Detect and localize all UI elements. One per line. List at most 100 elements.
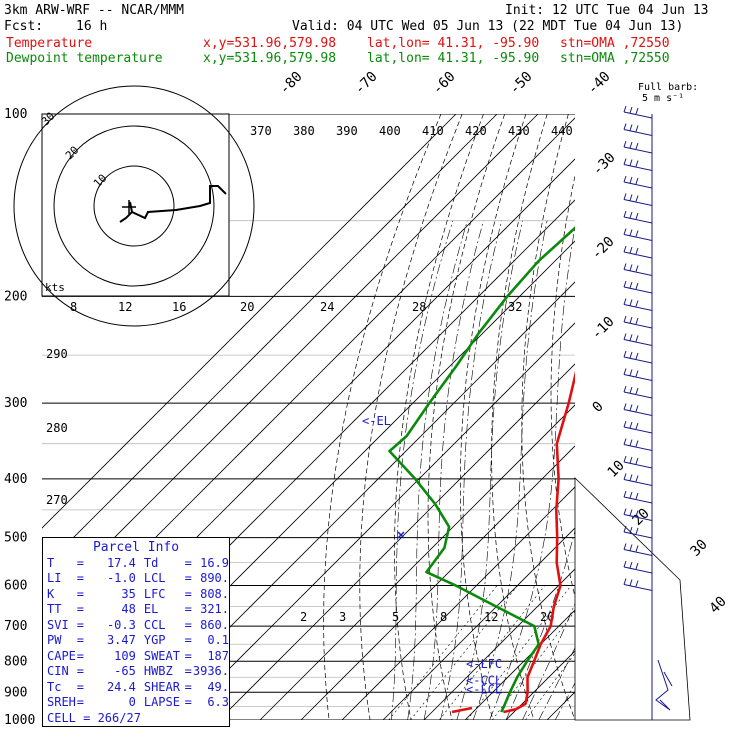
parcel-value: -0.3 bbox=[106, 617, 136, 632]
parcel-key: SVI bbox=[47, 617, 69, 632]
isotherm-label: -30 bbox=[590, 150, 619, 179]
forecast-hour: 16 h bbox=[76, 19, 108, 34]
level-annotation: <-LCL bbox=[466, 682, 502, 696]
theta-label: 390 bbox=[336, 124, 358, 138]
parcel-key: Tc bbox=[47, 679, 62, 694]
parcel-value: 3.47 bbox=[106, 633, 136, 647]
parcel-row: CIN = -65 HWBZ = 3936. bbox=[43, 664, 229, 680]
isotherm-label: 40 bbox=[707, 594, 730, 617]
parcel-key: PW bbox=[47, 633, 62, 647]
isotherm bbox=[464, 609, 575, 720]
pressure-label: 700 bbox=[4, 619, 27, 634]
isotherm bbox=[629, 114, 740, 720]
moist-adiabat bbox=[505, 529, 575, 720]
parcel-value: 3936. bbox=[192, 664, 229, 678]
isotherm-label: -50 bbox=[507, 69, 536, 98]
parcel-equals: = bbox=[76, 571, 84, 585]
dry-adiabat bbox=[733, 114, 740, 720]
parcel-key: HWBZ bbox=[143, 664, 173, 678]
isotherm bbox=[546, 691, 575, 720]
isotherm bbox=[505, 650, 575, 720]
parcel-equals: = bbox=[184, 695, 192, 709]
isotherm-label: -70 bbox=[352, 69, 381, 98]
dewpoint-station: stn=OMA ,72550 bbox=[560, 51, 670, 66]
wind-barb bbox=[623, 473, 653, 486]
mixing-ratio-line bbox=[439, 585, 546, 720]
wind-barb bbox=[623, 543, 653, 556]
dry-adiabat bbox=[685, 114, 740, 720]
barb-legend-line2: 5 m s⁻¹ bbox=[642, 93, 685, 104]
parcel-equals: = bbox=[76, 555, 84, 570]
parcel-key: EL bbox=[143, 602, 159, 616]
mixing-ratio-label: 2 bbox=[300, 610, 307, 624]
wind-barb bbox=[623, 350, 653, 364]
dewpoint-trace bbox=[388, 226, 575, 713]
lower-right-frame bbox=[574, 477, 691, 721]
parcel-key: SREH bbox=[47, 695, 76, 709]
level-annotation: <-LFC bbox=[466, 657, 502, 671]
isotherm bbox=[382, 527, 575, 720]
wind-barb bbox=[623, 210, 653, 224]
pressure-label: 900 bbox=[4, 685, 27, 700]
parcel-equals: = bbox=[76, 648, 84, 663]
wind-barb bbox=[623, 263, 653, 276]
parcel-cell: CELL = 266/27 bbox=[47, 710, 141, 725]
parcel-equals: = bbox=[76, 617, 84, 632]
pressure-label: 200 bbox=[4, 289, 27, 304]
isotherm bbox=[300, 445, 575, 720]
hodograph-storm-motion bbox=[122, 200, 136, 214]
isotherm-label: 0 bbox=[590, 399, 607, 416]
wind-barbs bbox=[623, 105, 673, 720]
moist-adiabat bbox=[440, 220, 502, 720]
pressure-label: 300 bbox=[4, 396, 27, 411]
parcel-key: T bbox=[47, 555, 55, 570]
level-annotation: <-CCL bbox=[466, 673, 502, 687]
isotherm bbox=[423, 568, 575, 720]
parcel-value: 48 bbox=[121, 602, 136, 616]
isotherm-label: -60 bbox=[430, 69, 459, 98]
model-title: 3km ARW-WRF -- NCAR/MMM bbox=[4, 3, 185, 18]
wind-barb bbox=[623, 105, 653, 119]
parcel-key: LAPSE bbox=[143, 695, 180, 709]
parcel-key: YGP bbox=[143, 633, 166, 647]
parcel-info-title: Parcel Info bbox=[92, 540, 180, 555]
wind-barb bbox=[623, 525, 653, 539]
isotherm bbox=[42, 114, 457, 529]
wind-barb bbox=[623, 140, 653, 154]
parcel-key: LI bbox=[47, 571, 62, 585]
parcel-value: 808. bbox=[200, 586, 229, 601]
hodograph-ring bbox=[53, 125, 215, 287]
theta-label: 380 bbox=[293, 124, 315, 138]
parcel-value: 35 bbox=[121, 586, 136, 601]
isotherm bbox=[42, 114, 498, 570]
isotherm bbox=[177, 322, 575, 720]
mixing-ratio-label: 16 bbox=[172, 300, 186, 314]
parcel-info-rows: T = 17.4 Td = 16.9 LI = -1.0 LCL = 890. K = 35 LFC = 808.… bbox=[43, 556, 229, 711]
wind-barb bbox=[623, 123, 653, 136]
isotherm-label: -20 bbox=[589, 234, 618, 263]
wind-barb bbox=[623, 508, 653, 521]
mixing-ratio-label: 32 bbox=[508, 300, 522, 314]
wind-barb bbox=[623, 158, 653, 171]
parcel-key: CAPE bbox=[47, 648, 76, 663]
theta-label: 290 bbox=[46, 347, 68, 361]
parcel-equals: = bbox=[184, 679, 192, 694]
mixing-ratio-line bbox=[466, 585, 572, 720]
wind-barb bbox=[623, 455, 653, 469]
wind-barb bbox=[623, 175, 653, 189]
mixing-ratio-label: 12 bbox=[118, 300, 132, 314]
wind-barb bbox=[623, 280, 653, 294]
parcel-value: 109 bbox=[114, 648, 136, 663]
theta-label: 420 bbox=[465, 124, 487, 138]
hodograph-ring bbox=[93, 165, 175, 247]
isotherm bbox=[136, 281, 575, 720]
mixing-ratio-label: 8 bbox=[70, 300, 77, 314]
hodograph-frame bbox=[41, 113, 230, 297]
parcel-key: TT bbox=[47, 602, 62, 616]
parcel-equals: = bbox=[184, 633, 192, 647]
parcel-equals: = bbox=[184, 602, 192, 616]
pressure-label: 500 bbox=[4, 531, 27, 546]
hodograph-units: kts bbox=[45, 281, 65, 294]
temperature-station: stn=OMA ,72550 bbox=[560, 36, 670, 51]
